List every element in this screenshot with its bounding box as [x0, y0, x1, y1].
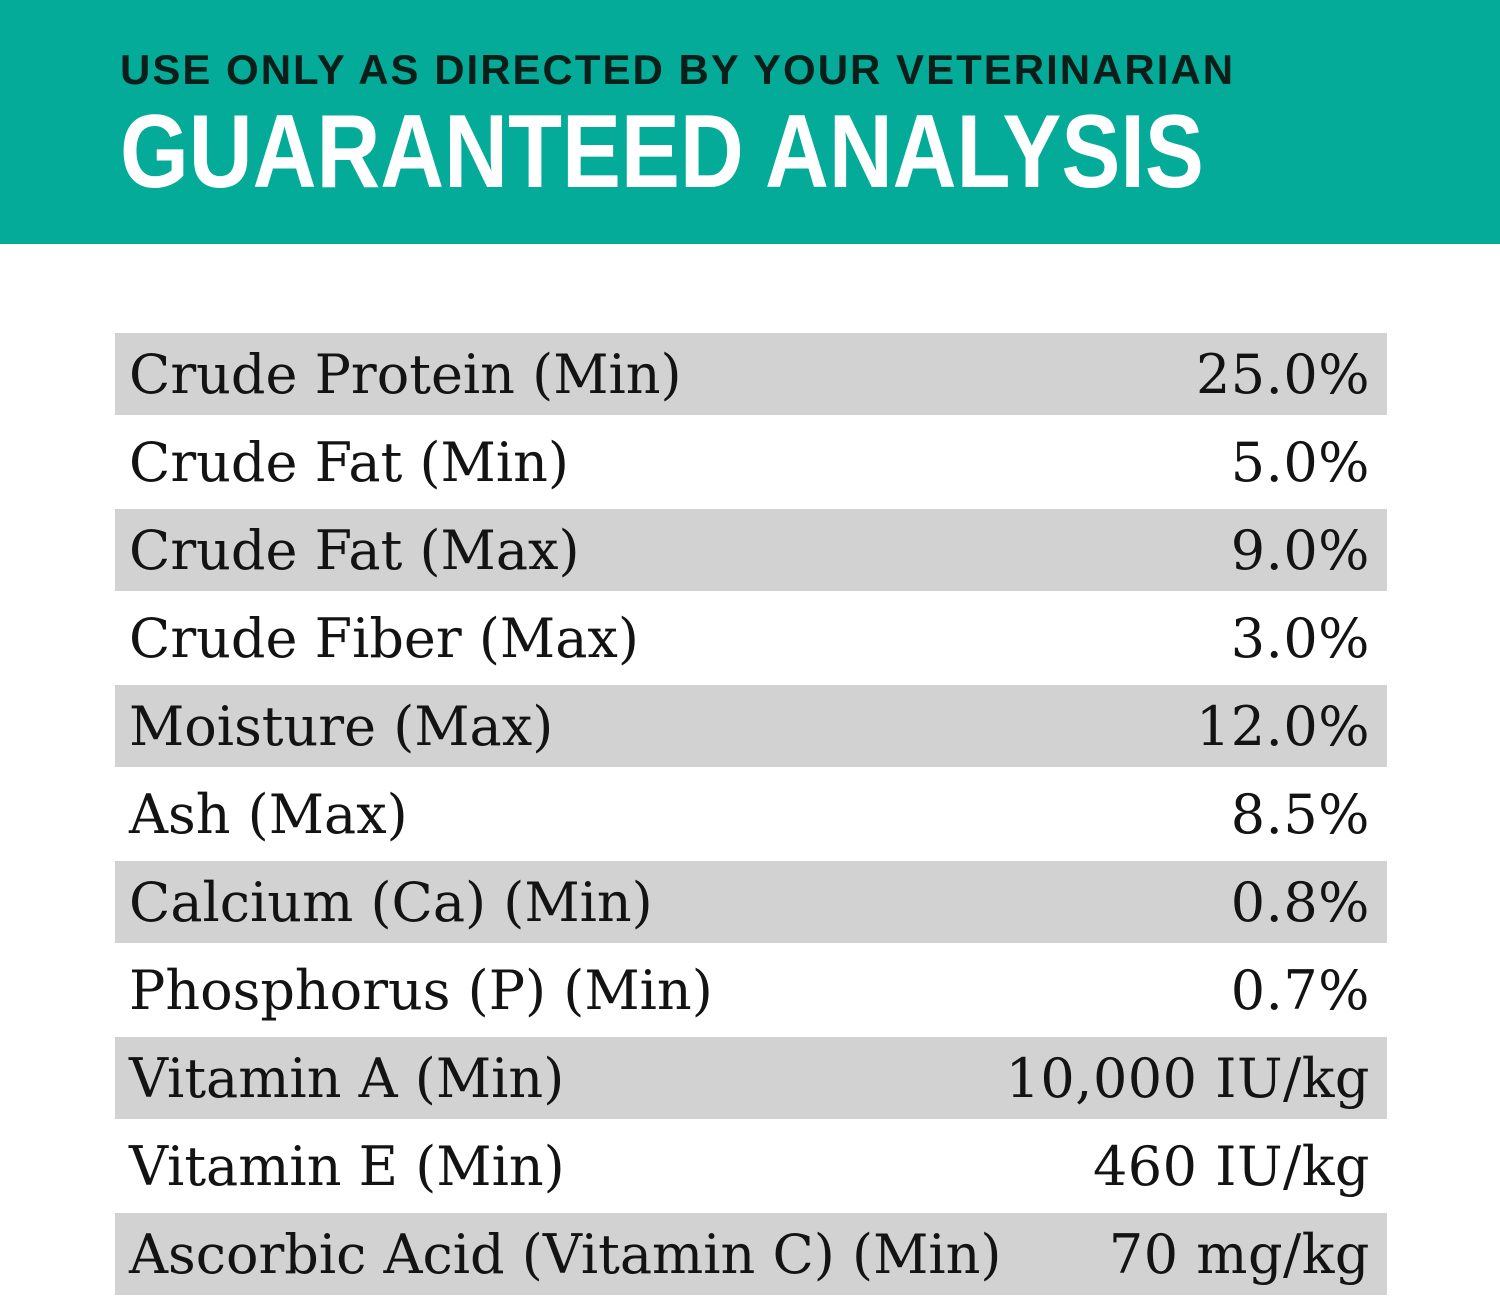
table-row-crude-fat-max: Crude Fat (Max) 9.0%: [115, 506, 1387, 594]
table-row-vitamin-a: Vitamin A (Min) 10,000 IU/kg: [115, 1034, 1387, 1122]
nutrient-label: Crude Fat (Min): [129, 430, 569, 494]
nutrient-value: 9.0%: [1230, 518, 1370, 582]
nutrient-label: Ash (Max): [129, 782, 408, 846]
nutrient-value: 3.0%: [1230, 606, 1370, 670]
table-row-moisture: Moisture (Max) 12.0%: [115, 682, 1387, 770]
nutrient-value: 8.5%: [1230, 782, 1370, 846]
table-row-crude-protein: Crude Protein (Min) 25.0%: [115, 330, 1387, 418]
guaranteed-analysis-table: Crude Protein (Min) 25.0% Crude Fat (Min…: [115, 330, 1387, 1297]
table-row-crude-fat-min: Crude Fat (Min) 5.0%: [115, 418, 1387, 506]
nutrient-value: 25.0%: [1195, 342, 1370, 406]
nutrient-value: 10,000 IU/kg: [1005, 1046, 1370, 1110]
nutrient-label: Crude Protein (Min): [129, 342, 682, 406]
table-row-phosphorus: Phosphorus (P) (Min) 0.7%: [115, 946, 1387, 1034]
nutrient-label: Phosphorus (P) (Min): [129, 958, 713, 1022]
table-row-crude-fiber: Crude Fiber (Max) 3.0%: [115, 594, 1387, 682]
veterinarian-directive-text: USE ONLY AS DIRECTED BY YOUR VETERINARIA…: [120, 46, 1236, 93]
header-banner: USE ONLY AS DIRECTED BY YOUR VETERINARIA…: [0, 0, 1500, 244]
nutrient-label: Ascorbic Acid (Vitamin C) (Min): [129, 1222, 1002, 1286]
table-row-ash: Ash (Max) 8.5%: [115, 770, 1387, 858]
nutrient-value: 12.0%: [1195, 694, 1370, 758]
nutrient-label: Vitamin A (Min): [129, 1046, 565, 1110]
nutrient-label: Moisture (Max): [129, 694, 554, 758]
nutrient-value: 5.0%: [1230, 430, 1370, 494]
nutrient-label: Crude Fat (Max): [129, 518, 580, 582]
nutrient-value: 70 mg/kg: [1108, 1222, 1370, 1286]
table-row-calcium: Calcium (Ca) (Min) 0.8%: [115, 858, 1387, 946]
nutrient-value: 460 IU/kg: [1092, 1134, 1370, 1198]
nutrient-value: 0.8%: [1230, 870, 1370, 934]
page-title: GUARANTEED ANALYSIS: [120, 94, 1204, 210]
table-row-ascorbic-acid: Ascorbic Acid (Vitamin C) (Min) 70 mg/kg: [115, 1210, 1387, 1297]
nutrient-value: 0.7%: [1230, 958, 1370, 1022]
nutrient-label: Calcium (Ca) (Min): [129, 870, 653, 934]
nutrient-label: Crude Fiber (Max): [129, 606, 639, 670]
nutrient-label: Vitamin E (Min): [129, 1134, 565, 1198]
table-row-vitamin-e: Vitamin E (Min) 460 IU/kg: [115, 1122, 1387, 1210]
